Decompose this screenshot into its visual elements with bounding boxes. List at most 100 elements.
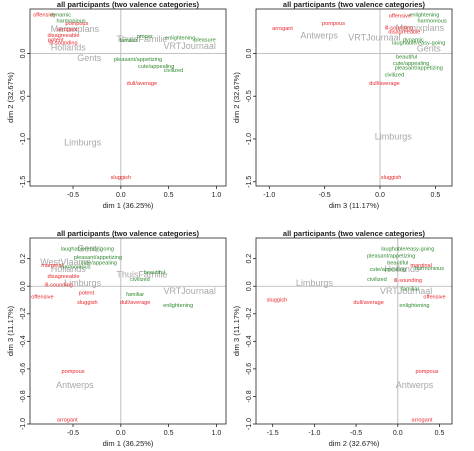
y-tick-label: -1.0 (246, 133, 253, 145)
positive-attribute-label: proper (137, 34, 153, 40)
x-tick-label: 0.0 (375, 192, 385, 199)
x-axis-label: dim 1 (36.25%) (103, 201, 154, 210)
x-tick-label: -1.0 (263, 192, 275, 199)
group-label: Marnixplans (396, 23, 445, 33)
y-tick-label: -0.6 (246, 363, 253, 375)
group-label: Hollands (384, 264, 420, 274)
y-tick-label: -0.8 (246, 390, 253, 402)
positive-attribute-label: civilized (164, 68, 184, 74)
negative-attribute-label: arrogant (57, 27, 78, 33)
positive-attribute-label: harmonious (56, 18, 85, 24)
negative-attribute-label: arrogant (412, 417, 433, 423)
group-label: Marnixplans (51, 24, 100, 34)
y-tick-label: 0.0 (246, 48, 253, 58)
group-label: Limburgs (375, 132, 413, 142)
plot-frame (29, 237, 227, 425)
x-tick-label: 0.5 (435, 430, 445, 437)
negative-attribute-label: potent (48, 37, 64, 43)
y-tick-label: -1.5 (246, 176, 253, 188)
y-axis-label: dim 3 (11.17%) (6, 305, 15, 356)
group-label: Antwerps (396, 380, 434, 390)
negative-attribute-label: pompous (322, 21, 345, 27)
x-tick-label: 1.0 (212, 430, 222, 437)
negative-attribute-label: disagreeable (47, 274, 79, 280)
positive-attribute-label: enlightening (165, 36, 195, 42)
y-tick-label: -1.0 (20, 133, 27, 145)
negative-attribute-label: dull/average (369, 81, 399, 87)
x-axis-label: dim 2 (32.67%) (329, 439, 380, 448)
group-label: ThuisFamilie (116, 34, 167, 44)
x-tick-label: -0.5 (67, 430, 79, 437)
positive-attribute-label: pleasant/appetizing (367, 253, 415, 259)
positive-attribute-label: enlightening (163, 303, 193, 309)
chart-title: all participants (two valence categories… (283, 0, 426, 9)
positive-attribute-label: beautiful (396, 54, 417, 60)
y-tick-label: -0.2 (20, 308, 27, 320)
group-label: VRTJournaal (163, 286, 215, 296)
chart-title: all participants (two valence categories… (57, 229, 200, 238)
group-label: Limburgs (64, 138, 102, 148)
positive-attribute-label: beautiful (387, 260, 408, 266)
plot-frame (255, 237, 453, 425)
x-tick-label: 0.0 (116, 430, 126, 437)
negative-attribute-label: ill-sounding (45, 282, 73, 288)
plot-frame (255, 8, 453, 187)
negative-attribute-label: arrogant (272, 26, 293, 32)
positive-attribute-label: laughable/easy-going (381, 247, 434, 253)
negative-attribute-label: offensive (33, 12, 55, 18)
y-tick-label: 0.0 (246, 281, 253, 291)
negative-attribute-label: dull/average (353, 300, 383, 306)
negative-attribute-label: pompous (62, 369, 85, 375)
positive-attribute-label: familiar (126, 292, 144, 298)
positive-attribute-label: dynamic (50, 12, 71, 18)
group-label: Antwerps (300, 31, 338, 41)
negative-attribute-label: potent (79, 291, 95, 297)
positive-attribute-label: pleasant/appetizing (74, 255, 122, 261)
positive-attribute-label: cute/appealing (138, 64, 174, 70)
positive-attribute-label: harmonious (61, 264, 90, 270)
x-tick-label: 1.0 (212, 192, 222, 199)
chart-panel-2: all participants (two valence categories… (232, 0, 453, 210)
x-tick-label: 0.5 (164, 192, 174, 199)
negative-attribute-label: offensive (389, 13, 411, 19)
group-label: ThuisFamilie (116, 270, 167, 280)
chart-panel-1: all participants (two valence categories… (6, 0, 227, 210)
y-tick-label: -0.5 (20, 90, 27, 102)
negative-attribute-label: offensive (423, 295, 445, 301)
positive-attribute-label: pleasant/appetizing (395, 65, 443, 71)
x-tick-label: 0.0 (116, 192, 126, 199)
group-label: Hollands (51, 264, 87, 274)
negative-attribute-label: sluggish (77, 300, 98, 306)
y-axis-label: dim 2 (32.67%) (6, 72, 15, 123)
positive-attribute-label: cute/appealing (81, 260, 117, 266)
positive-attribute-label: civilized (130, 277, 150, 283)
negative-attribute-label: sluggish (111, 175, 132, 181)
y-tick-label: -1.5 (20, 176, 27, 188)
negative-attribute-label: sluggish (267, 297, 288, 303)
x-tick-label: -0.5 (319, 192, 331, 199)
chart-panel-3: all participants (two valence categories… (6, 229, 227, 448)
negative-attribute-label: offensive (31, 295, 53, 301)
x-tick-label: -1.5 (267, 430, 279, 437)
negative-attribute-label: disagreeable (388, 30, 420, 36)
x-tick-label: -1.0 (308, 430, 320, 437)
positive-attribute-label: harmonious (415, 266, 444, 272)
group-label: VRTJournaal (163, 41, 215, 51)
positive-attribute-label: harmonious (417, 18, 446, 24)
negative-attribute-label: ill-sounding (49, 41, 77, 47)
negative-attribute-label: pompous (65, 21, 88, 27)
negative-attribute-label: marginal (41, 263, 62, 269)
negative-attribute-label: sluggish (381, 175, 402, 181)
group-label: VRTJournaal (348, 32, 400, 42)
plot-frame (29, 8, 227, 187)
x-tick-label: 0.0 (393, 430, 403, 437)
x-tick-label: -0.5 (67, 192, 79, 199)
y-tick-label: 0.0 (20, 281, 27, 291)
positive-attribute-label: enlightening (409, 12, 439, 18)
positive-attribute-label: familiar (401, 286, 419, 292)
positive-attribute-label: dynamic (403, 37, 424, 43)
y-tick-label: 0.2 (246, 254, 253, 264)
y-axis-label: dim 2 (32.67%) (232, 72, 241, 123)
group-label: Hollands (51, 43, 87, 53)
